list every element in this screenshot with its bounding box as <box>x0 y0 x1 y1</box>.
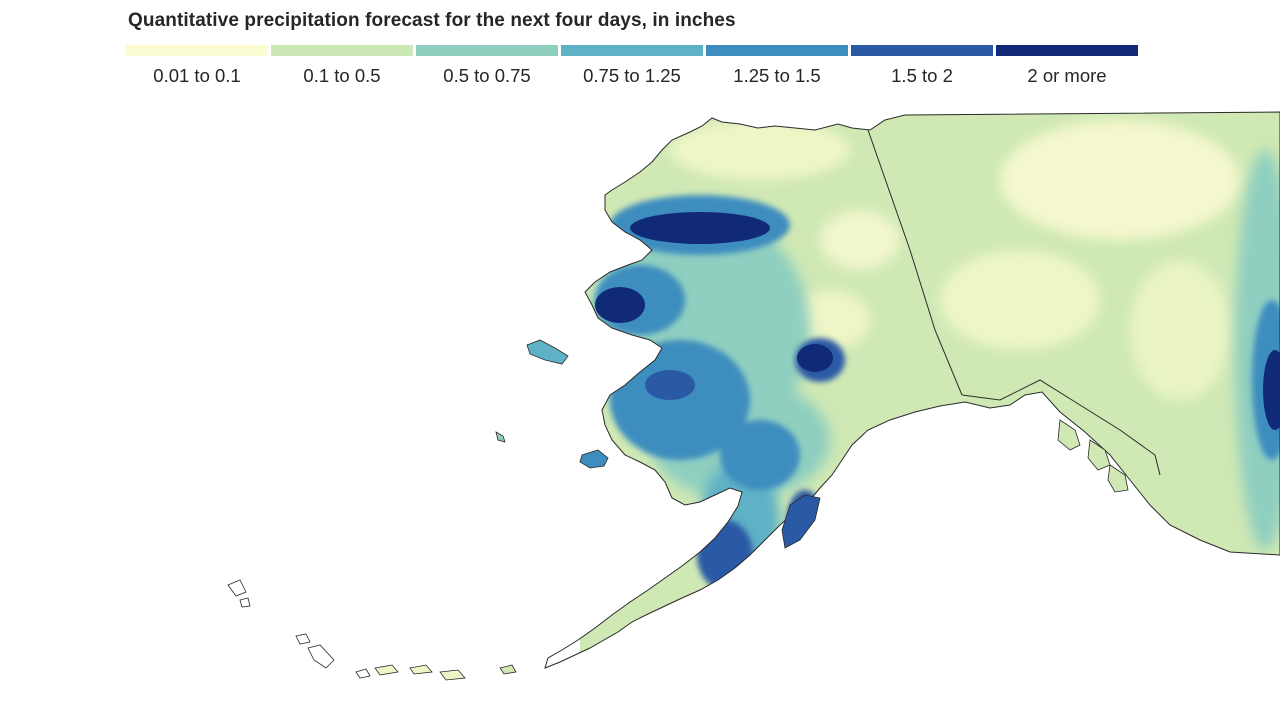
precip-extreme-kuskokwim <box>645 370 695 400</box>
legend-label-1: 0.1 to 0.5 <box>303 65 381 86</box>
precip-extreme-seward <box>595 287 645 323</box>
island-nunivak <box>579 449 609 469</box>
island-st-lawrence <box>526 339 569 365</box>
precipitation-field <box>580 112 1280 668</box>
precip-light-central <box>790 290 870 350</box>
legend-label-6: 2 or more <box>1027 65 1107 86</box>
precip-extreme-norton <box>630 212 770 244</box>
legend-swatch-4 <box>706 45 848 56</box>
island-aleutian-6 <box>374 664 399 676</box>
precip-extreme-areas <box>595 212 1280 430</box>
island-aleutian-2 <box>239 597 251 608</box>
precip-light-east <box>940 250 1100 350</box>
precip-light-areas <box>670 120 1240 400</box>
legend-item-1: 0.1 to 0.5 <box>271 45 413 87</box>
island-aleutian-3 <box>295 633 311 645</box>
island-st-matthew <box>495 431 506 443</box>
island-panhandle-1 <box>1057 419 1081 451</box>
legend-label-4: 1.25 to 1.5 <box>733 65 821 86</box>
precipitation-legend: 0.01 to 0.1 0.1 to 0.5 0.5 to 0.75 0.75 … <box>126 45 1138 87</box>
precip-heavy-ykdelta <box>610 340 750 460</box>
island-panhandle-3 <box>1107 464 1129 493</box>
panhandle-islands <box>1057 419 1129 493</box>
legend-swatch-3 <box>561 45 703 56</box>
island-aleutian-1 <box>227 579 247 597</box>
legend-label-3: 0.75 to 1.25 <box>583 65 681 86</box>
islands <box>227 339 821 681</box>
legend-item-0: 0.01 to 0.1 <box>126 45 268 87</box>
island-aleutian-4 <box>307 644 335 669</box>
precip-heavy-bristol <box>720 420 800 490</box>
island-kodiak <box>781 494 821 549</box>
precip-heavy-peninsula <box>697 520 753 590</box>
island-aleutian-5 <box>355 668 371 679</box>
legend-label-0: 0.01 to 0.1 <box>153 65 241 86</box>
legend-swatch-6 <box>996 45 1138 56</box>
legend-item-5: 1.5 to 2 <box>851 45 993 87</box>
legend-item-2: 0.5 to 0.75 <box>416 45 558 87</box>
alaska-canada-border <box>867 129 963 396</box>
legend-item-3: 0.75 to 1.25 <box>561 45 703 87</box>
legend-swatch-0 <box>126 45 268 56</box>
island-aleutian-8 <box>439 669 466 681</box>
legend-item-6: 2 or more <box>996 45 1138 87</box>
island-aleutian-7 <box>409 664 433 675</box>
precip-light-north <box>670 120 850 180</box>
legend-item-4: 1.25 to 1.5 <box>706 45 848 87</box>
panhandle-border <box>961 379 1161 476</box>
precip-light-interior <box>820 210 900 270</box>
island-panhandle-2 <box>1087 439 1111 471</box>
precip-extreme-susitna <box>797 344 833 372</box>
map-title: Quantitative precipitation forecast for … <box>128 10 736 31</box>
precip-light-southeast <box>1130 260 1230 400</box>
legend-swatch-2 <box>416 45 558 56</box>
legend-label-2: 0.5 to 0.75 <box>443 65 531 86</box>
island-aleutian-9 <box>499 664 517 675</box>
legend-swatch-5 <box>851 45 993 56</box>
legend-label-5: 1.5 to 2 <box>891 65 953 86</box>
precip-light-yukon <box>1000 120 1240 240</box>
precip-extreme-east-edge <box>1263 350 1280 430</box>
legend-swatch-1 <box>271 45 413 56</box>
